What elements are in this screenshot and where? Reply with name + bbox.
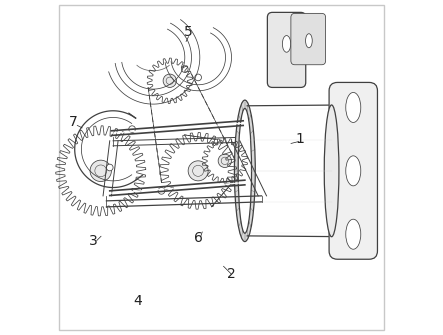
Ellipse shape	[238, 109, 252, 233]
Text: 4: 4	[134, 294, 143, 308]
Circle shape	[188, 161, 208, 181]
Circle shape	[129, 126, 136, 132]
FancyBboxPatch shape	[291, 13, 326, 65]
Text: 1: 1	[295, 132, 304, 146]
Ellipse shape	[346, 156, 361, 186]
Text: 3: 3	[89, 234, 97, 248]
Ellipse shape	[346, 219, 361, 249]
Circle shape	[195, 74, 202, 81]
Text: 7: 7	[69, 116, 78, 129]
Circle shape	[163, 74, 176, 87]
FancyBboxPatch shape	[268, 12, 306, 87]
Circle shape	[182, 66, 188, 72]
Circle shape	[218, 154, 232, 168]
Text: 6: 6	[194, 230, 202, 245]
Text: 5: 5	[184, 25, 193, 40]
Ellipse shape	[324, 105, 339, 237]
Ellipse shape	[234, 100, 255, 242]
Circle shape	[158, 188, 165, 194]
Ellipse shape	[282, 36, 291, 52]
Circle shape	[90, 160, 111, 182]
Circle shape	[106, 164, 113, 171]
FancyBboxPatch shape	[329, 82, 377, 259]
Ellipse shape	[306, 34, 312, 48]
Ellipse shape	[346, 92, 361, 123]
Text: 2: 2	[227, 267, 236, 281]
